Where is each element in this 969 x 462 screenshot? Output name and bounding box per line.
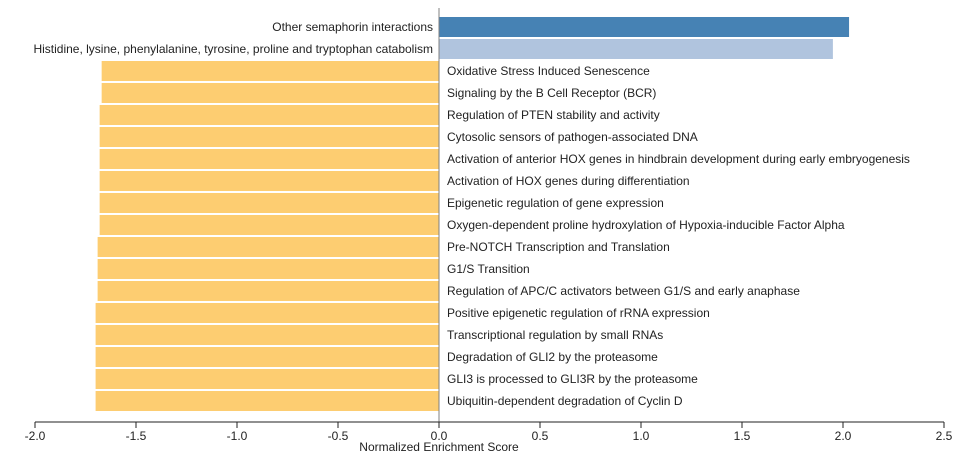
- bar-label-2: Oxidative Stress Induced Senescence: [447, 64, 650, 78]
- x-tick-label-9: 2.5: [936, 429, 953, 443]
- bar-label-15: Degradation of GLI2 by the proteasome: [447, 350, 658, 364]
- bar-2: [101, 61, 439, 81]
- bar-label-5: Cytosolic sensors of pathogen-associated…: [447, 130, 698, 144]
- bar-1: [439, 39, 833, 59]
- bar-label-9: Oxygen-dependent proline hydroxylation o…: [447, 218, 845, 232]
- bar-6: [99, 149, 439, 169]
- bar-label-11: G1/S Transition: [447, 262, 530, 276]
- bar-label-13: Positive epigenetic regulation of rRNA e…: [447, 306, 710, 320]
- bar-3: [101, 83, 439, 103]
- bar-label-4: Regulation of PTEN stability and activit…: [447, 108, 660, 122]
- x-tick-label-0: -2.0: [25, 429, 46, 443]
- x-axis: -2.0 -1.5 -1.0 -0.5 0.0 0.5 1.0 1.5 2.0 2.5: [25, 421, 953, 443]
- bar-label-7: Activation of HOX genes during different…: [447, 174, 690, 188]
- x-tick-label-4: 0.0: [431, 429, 448, 443]
- bar-7: [99, 171, 439, 191]
- bar-label-12: Regulation of APC/C activators between G…: [447, 284, 800, 298]
- bar-14: [95, 325, 439, 345]
- bar-label-8: Epigenetic regulation of gene expression: [447, 196, 664, 210]
- x-tick-label-2: -1.0: [227, 429, 248, 443]
- bar-8: [99, 193, 439, 213]
- x-axis-title: Normalized Enrichment Score: [359, 440, 519, 454]
- bar-4: [99, 105, 439, 125]
- x-tick-label-6: 1.0: [633, 429, 650, 443]
- x-tick-label-1: -1.5: [126, 429, 147, 443]
- bars-layer: [95, 17, 850, 411]
- x-tick-label-5: 0.5: [532, 429, 549, 443]
- bar-label-1: Histidine, lysine, phenylalanine, tyrosi…: [33, 42, 433, 56]
- bar-5: [99, 127, 439, 147]
- bar-label-6: Activation of anterior HOX genes in hind…: [447, 152, 910, 166]
- bar-10: [97, 237, 440, 257]
- bar-17: [95, 391, 439, 411]
- bar-15: [95, 347, 439, 367]
- bar-label-0: Other semaphorin interactions: [272, 20, 433, 34]
- bar-label-16: GLI3 is processed to GLI3R by the protea…: [447, 372, 698, 386]
- bar-label-3: Signaling by the B Cell Receptor (BCR): [447, 86, 656, 100]
- bar-13: [95, 303, 439, 323]
- bar-11: [97, 259, 440, 279]
- bar-0: [439, 17, 850, 37]
- bar-16: [95, 369, 439, 389]
- bar-labels-layer: Other semaphorin interactions Histidine, …: [33, 20, 910, 408]
- x-tick-label-7: 1.5: [734, 429, 751, 443]
- bar-label-10: Pre-NOTCH Transcription and Translation: [447, 240, 670, 254]
- bar-12: [97, 281, 440, 301]
- bar-9: [99, 215, 439, 235]
- bar-label-17: Ubiquitin-dependent degradation of Cycli…: [447, 394, 683, 408]
- x-tick-label-3: -0.5: [328, 429, 349, 443]
- x-tick-label-8: 2.0: [835, 429, 852, 443]
- bar-label-14: Transcriptional regulation by small RNAs: [447, 328, 663, 342]
